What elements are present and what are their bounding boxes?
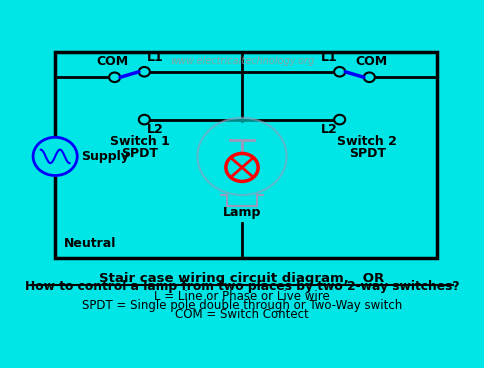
Text: SPDT: SPDT (349, 147, 386, 160)
Text: L1: L1 (321, 51, 337, 64)
Text: Switch 1: Switch 1 (110, 135, 170, 148)
Circle shape (197, 118, 287, 195)
Circle shape (226, 153, 258, 181)
Circle shape (364, 72, 375, 82)
Circle shape (33, 137, 77, 176)
Circle shape (334, 115, 345, 124)
Text: SPDT = Single pole double through or Two-Way switch: SPDT = Single pole double through or Two… (82, 299, 402, 312)
Text: L2: L2 (321, 123, 337, 135)
Text: COM: COM (355, 55, 388, 68)
Text: L2: L2 (147, 123, 163, 135)
Text: Switch 2: Switch 2 (337, 135, 397, 148)
Text: Supply: Supply (81, 150, 129, 163)
Text: www.electricaltechnology.org: www.electricaltechnology.org (170, 56, 314, 66)
Text: COM = Switch Contect: COM = Switch Contect (175, 308, 309, 321)
Text: How to control a lamp from two places by two 2-way switches?: How to control a lamp from two places by… (25, 280, 459, 293)
Circle shape (334, 67, 345, 77)
Bar (55, 52, 438, 258)
Text: SPDT: SPDT (121, 147, 159, 160)
Text: Stair case wiring circuit diagram,   OR: Stair case wiring circuit diagram, OR (99, 272, 385, 284)
Text: Lamp: Lamp (223, 206, 261, 219)
Text: L = Line or Phase or Live wire: L = Line or Phase or Live wire (154, 290, 330, 303)
Text: L1: L1 (147, 51, 163, 64)
Circle shape (109, 72, 120, 82)
Circle shape (139, 115, 150, 124)
Circle shape (139, 67, 150, 77)
Text: Neutral: Neutral (64, 237, 116, 250)
Text: COM: COM (96, 55, 129, 68)
